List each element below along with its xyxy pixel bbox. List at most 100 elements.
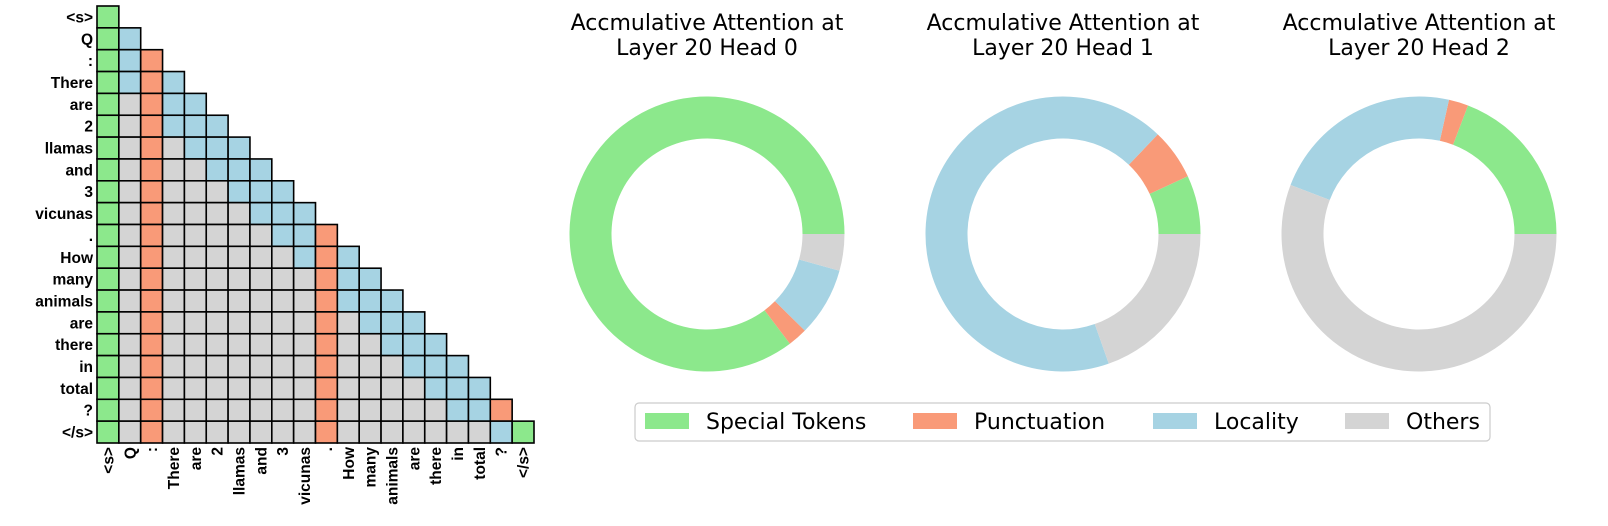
heatmap-cell-others: [118, 376, 142, 401]
heatmap-cell-others: [336, 398, 361, 422]
heatmap-cell-punct: [489, 398, 513, 422]
heatmap-cell-others: [161, 245, 186, 270]
x-tick-label: There: [166, 447, 183, 490]
heatmap-cell-others: [249, 267, 273, 291]
heatmap-cell-others: [183, 201, 208, 226]
heatmap-cell-special: [96, 158, 120, 182]
legend-frame: [634, 402, 1491, 442]
x-tick-label: vicunas: [297, 447, 314, 505]
heatmap-cell-others: [161, 136, 186, 160]
donut-title-line: Accmulative Attention at: [571, 11, 844, 36]
heatmap-cell-others: [292, 311, 317, 335]
heatmap-cell-locality: [336, 289, 361, 313]
heatmap-cell-others: [249, 245, 273, 270]
heatmap-cell-others: [161, 332, 186, 357]
heatmap-cell-others: [336, 354, 361, 379]
donut-slice-special: [1453, 105, 1557, 234]
heatmap-cell-others: [161, 376, 186, 401]
y-tick-label: There: [51, 75, 94, 92]
heatmap-cell-punct: [314, 267, 339, 291]
heatmap-cell-punct: [139, 70, 164, 95]
heatmap-cell-punct: [139, 289, 164, 313]
heatmap-cell-others: [270, 311, 295, 335]
heatmap-cell-others: [292, 376, 317, 401]
heatmap-cell-locality: [227, 158, 251, 182]
x-tick-label: 3: [275, 447, 292, 456]
heatmap-cell-others: [227, 332, 251, 357]
donut-title-line: Accmulative Attention at: [1283, 11, 1556, 36]
heatmap-cell-others: [249, 311, 273, 335]
heatmap-cell-punct: [139, 332, 164, 357]
heatmap-cell-locality: [380, 311, 404, 335]
heatmap-cell-others: [118, 289, 142, 313]
heatmap-cell-locality: [183, 114, 208, 138]
heatmap-cell-locality: [423, 354, 448, 379]
heatmap-cell-locality: [118, 27, 142, 51]
x-tick-label: ?: [494, 447, 511, 456]
heatmap-cell-locality: [270, 180, 295, 204]
heatmap-cell-locality: [402, 311, 426, 335]
heatmap-cell-others: [358, 420, 382, 444]
donut-slice-special: [1149, 176, 1201, 234]
heatmap-cell-others: [118, 245, 142, 270]
heatmap-cell-others: [292, 354, 317, 379]
heatmap-cell-punct: [314, 223, 339, 248]
heatmap-cell-others: [227, 376, 251, 401]
heatmap-cell-others: [249, 376, 273, 401]
legend-swatch-locality: [1153, 413, 1197, 429]
heatmap-cell-locality: [270, 201, 295, 226]
heatmap-cell-others: [249, 332, 273, 357]
heatmap-cell-locality: [445, 376, 470, 401]
heatmap-cell-others: [249, 289, 273, 313]
heatmap-cell-others: [118, 398, 142, 422]
y-tick-label: many: [53, 272, 94, 289]
heatmap-cell-others: [227, 223, 251, 248]
heatmap-cell-others: [205, 398, 229, 422]
heatmap-cell-punct: [314, 354, 339, 379]
y-tick-label: llamas: [45, 141, 93, 158]
y-tick-label: are: [70, 315, 94, 332]
heatmap-cell-others: [336, 311, 361, 335]
heatmap-cell-others: [183, 245, 208, 270]
heatmap-cell-special: [96, 289, 120, 313]
heatmap-cell-punct: [139, 158, 164, 182]
attention-heatmap: <s><s>QQ::ThereThereareare22llamasllamas…: [35, 5, 535, 505]
heatmap-cell-punct: [314, 376, 339, 401]
heatmap-cell-punct: [139, 48, 164, 73]
heatmap-cell-others: [161, 223, 186, 248]
heatmap-cell-locality: [489, 420, 513, 444]
heatmap-cell-others: [270, 267, 295, 291]
heatmap-cell-locality: [270, 223, 295, 248]
heatmap-cell-special: [96, 201, 120, 226]
heatmap-cell-special: [96, 332, 120, 357]
heatmap-cell-others: [227, 245, 251, 270]
heatmap-cell-locality: [118, 70, 142, 95]
donut-slice-locality: [774, 259, 840, 331]
heatmap-cell-others: [380, 376, 404, 401]
heatmap-cell-special: [96, 311, 120, 335]
heatmap-cell-others: [161, 180, 186, 204]
x-tick-label: How: [341, 446, 358, 480]
heatmap-cell-others: [205, 420, 229, 444]
donut-title-line: Accmulative Attention at: [927, 11, 1200, 36]
heatmap-cell-others: [402, 398, 426, 422]
x-tick-label: llamas: [232, 447, 249, 495]
heatmap-cell-others: [183, 332, 208, 357]
heatmap-cell-locality: [358, 289, 382, 313]
heatmap-cell-others: [358, 332, 382, 357]
heatmap-cell-special: [96, 245, 120, 270]
heatmap-cell-others: [205, 180, 229, 204]
heatmap-cell-others: [161, 354, 186, 379]
legend-swatch-special: [645, 413, 689, 429]
heatmap-cell-others: [118, 158, 142, 182]
heatmap-cell-others: [205, 354, 229, 379]
donut-slice-punct: [764, 301, 805, 344]
heatmap-cell-others: [161, 311, 186, 335]
heatmap-cell-others: [183, 158, 208, 182]
legend-label-punct: Punctuation: [974, 410, 1105, 435]
heatmap-cell-others: [205, 245, 229, 270]
heatmap-cell-others: [380, 398, 404, 422]
heatmap-cell-punct: [139, 136, 164, 160]
heatmap-cell-others: [270, 245, 295, 270]
